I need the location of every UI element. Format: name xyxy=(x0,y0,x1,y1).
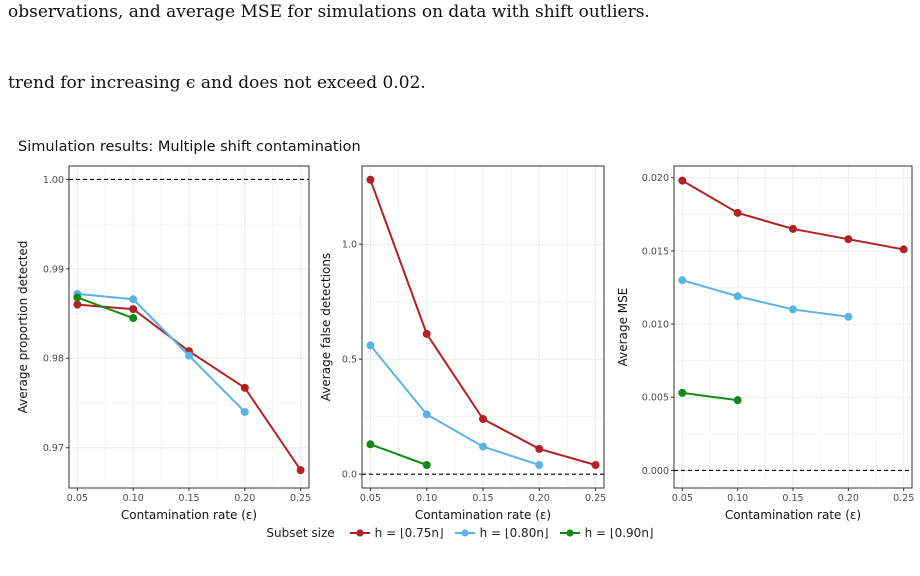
series-line-h80 xyxy=(369,344,540,466)
body-text-line-1: observations, and average MSE for simula… xyxy=(8,2,650,22)
data-point-h80 xyxy=(366,341,375,350)
y-axis-label: Average false detections xyxy=(319,253,333,401)
y-tick-label: 0.0 xyxy=(342,470,357,481)
x-tick-label: 0.20 xyxy=(529,493,550,504)
y-axis-label: Average MSE xyxy=(616,288,630,367)
x-tick-label: 0.05 xyxy=(672,493,693,504)
series-line-h80 xyxy=(77,292,246,413)
x-tick-label: 0.05 xyxy=(360,493,381,504)
x-tick-label: 0.15 xyxy=(472,493,493,504)
legend-key-h75 xyxy=(349,529,370,537)
x-tick-label: 0.15 xyxy=(782,493,803,504)
data-point-h75 xyxy=(678,176,687,185)
x-tick-label: 0.20 xyxy=(234,493,255,504)
legend-item-h80: h = ⌊0.80n⌋ xyxy=(454,526,549,540)
legend-label-h80: h = ⌊0.80n⌋ xyxy=(479,526,549,540)
x-axis-label: Contamination rate (ε) xyxy=(121,508,257,522)
data-point-h80 xyxy=(240,407,249,416)
data-point-h80 xyxy=(678,276,687,285)
x-tick-label: 0.10 xyxy=(727,493,748,504)
legend-key-h90 xyxy=(559,529,580,537)
data-point-h75 xyxy=(844,235,853,244)
legend: Subset size h = ⌊0.75n⌋ h = ⌊0.80n⌋ h = … xyxy=(0,526,920,540)
data-point-h75 xyxy=(366,175,375,184)
x-tick-label: 0.25 xyxy=(893,493,914,504)
data-point-h75 xyxy=(535,444,544,453)
x-tick-label: 0.05 xyxy=(67,493,88,504)
legend-label-h75: h = ⌊0.75n⌋ xyxy=(374,526,444,540)
data-point-h75 xyxy=(240,383,249,392)
data-point-h90 xyxy=(733,396,742,405)
data-point-h80 xyxy=(535,461,544,469)
y-tick-label: 0.97 xyxy=(43,443,64,454)
legend-item-h90: h = ⌊0.90n⌋ xyxy=(559,526,654,540)
y-tick-label: 1.00 xyxy=(43,175,64,186)
panel-3: 0.05 0.10 0.15 0.20 0.25 0.000 0.005 0.010 0.015… xyxy=(616,165,914,522)
data-point-h80 xyxy=(129,295,138,304)
y-axis-label: Average proportion detected xyxy=(16,241,30,414)
y-tick-label: 0.015 xyxy=(642,246,669,257)
figure-title: Simulation results: Multiple shift conta… xyxy=(18,139,361,155)
series-line-h90 xyxy=(77,296,134,319)
data-point-h80 xyxy=(422,410,431,419)
data-point-h75 xyxy=(422,329,431,338)
data-point-h90 xyxy=(678,388,687,397)
data-point-h75 xyxy=(789,224,797,233)
legend-item-h75: h = ⌊0.75n⌋ xyxy=(349,526,444,540)
data-point-h80 xyxy=(185,351,193,360)
x-tick-label: 0.25 xyxy=(585,493,606,504)
y-tick-label: 0.010 xyxy=(642,319,669,330)
y-tick-label: 0.005 xyxy=(642,393,669,404)
legend-title: Subset size xyxy=(266,526,335,540)
panel-1: 0.05 0.10 0.15 0.20 0.25 0.97 0.98 0.99 1.00 Cont… xyxy=(16,165,311,522)
series-line-h90 xyxy=(370,443,428,466)
data-point-h75 xyxy=(899,245,908,254)
data-point-h90 xyxy=(73,293,82,302)
series-line-h90 xyxy=(682,391,738,402)
x-axis-label: Contamination rate (ε) xyxy=(725,508,861,522)
legend-key-h80 xyxy=(454,529,475,537)
y-tick-label: 0.99 xyxy=(43,264,64,275)
data-point-h90 xyxy=(129,314,138,323)
y-tick-label: 0.020 xyxy=(642,173,669,184)
data-point-h80 xyxy=(733,292,742,301)
data-point-h75 xyxy=(296,466,305,475)
data-point-h80 xyxy=(844,312,853,321)
body-text-line-2: trend for increasing ϵ and does not exce… xyxy=(8,73,426,93)
x-tick-label: 0.25 xyxy=(290,493,311,504)
x-tick-label: 0.20 xyxy=(838,493,859,504)
data-point-h90 xyxy=(366,440,375,449)
data-point-h75 xyxy=(129,305,138,314)
legend-label-h90: h = ⌊0.90n⌋ xyxy=(584,526,654,540)
data-point-h75 xyxy=(591,461,600,469)
series-line-h80 xyxy=(682,279,849,318)
y-tick-label: 0.5 xyxy=(342,355,357,366)
x-tick-label: 0.15 xyxy=(178,493,199,504)
data-point-h80 xyxy=(789,305,797,314)
data-point-h90 xyxy=(422,461,431,469)
y-tick-label: 0.98 xyxy=(43,354,64,365)
data-point-h75 xyxy=(479,415,487,423)
y-tick-label: 1.0 xyxy=(342,240,357,251)
panel-2: 0.05 0.10 0.15 0.20 0.25 0.0 0.5 1.0 Contaminati… xyxy=(319,165,606,522)
data-point-h80 xyxy=(479,442,487,451)
y-tick-label: 0.000 xyxy=(642,466,669,477)
data-point-h75 xyxy=(73,300,82,309)
x-axis-label: Contamination rate (ε) xyxy=(415,508,551,522)
x-tick-label: 0.10 xyxy=(416,493,437,504)
data-point-h75 xyxy=(733,208,742,217)
x-tick-label: 0.10 xyxy=(123,493,144,504)
